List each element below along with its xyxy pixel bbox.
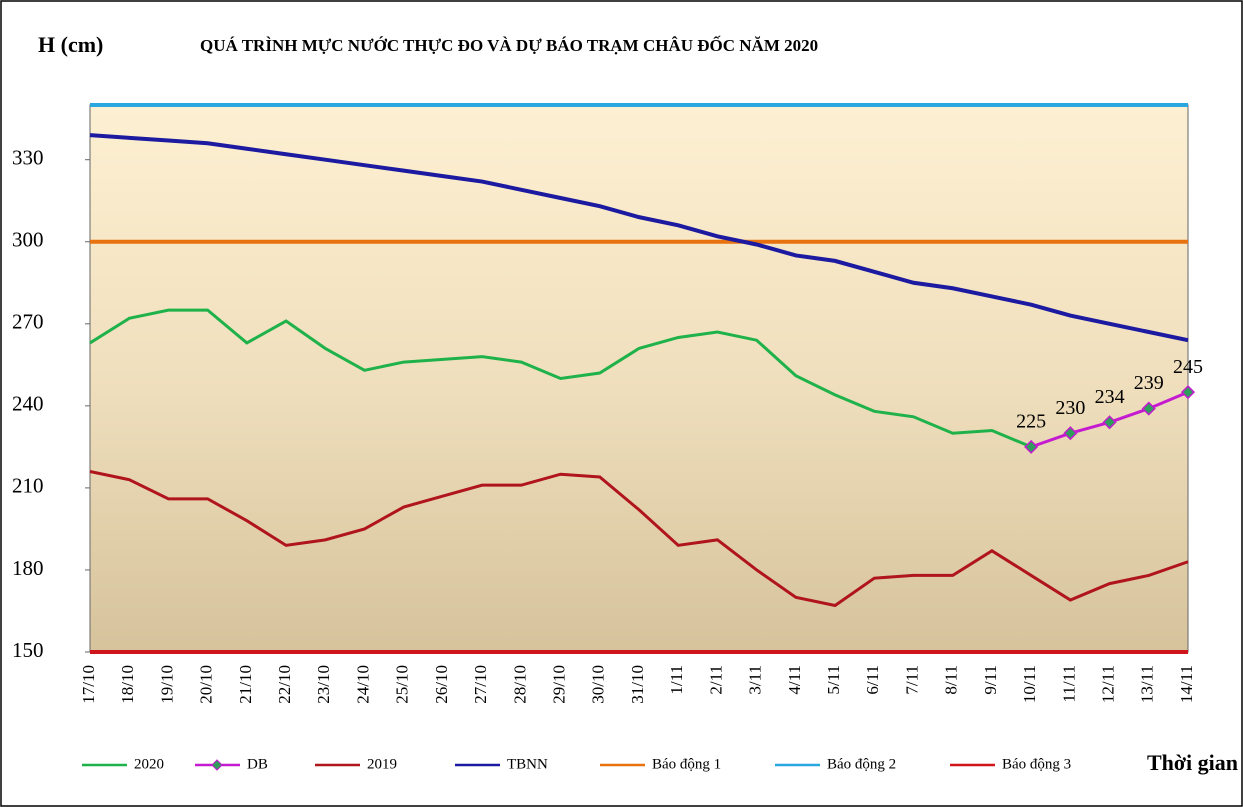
data-point	[1024, 439, 1039, 454]
y-tick-label: 300	[12, 228, 44, 252]
legend-label: DB	[247, 756, 268, 772]
data-label: 245	[1173, 356, 1203, 378]
x-tick-label: 14/11	[1177, 665, 1196, 703]
x-tick-label: 3/11	[746, 665, 765, 695]
data-point	[1141, 401, 1156, 416]
data-label: 225	[1016, 410, 1046, 432]
y-tick-label: 330	[12, 146, 44, 170]
legend-label: TBNN	[507, 756, 548, 772]
series-line	[89, 133, 1189, 343]
x-tick-label: 17/10	[79, 665, 98, 704]
x-tick-label: 22/10	[275, 665, 294, 704]
y-tick-label: 150	[12, 638, 44, 662]
legend-label: Báo động 2	[827, 756, 896, 772]
y-tick-label: 180	[12, 556, 44, 580]
x-tick-label: 21/10	[236, 665, 255, 704]
x-tick-label: 18/10	[118, 665, 137, 704]
x-tick-label: 11/11	[1059, 665, 1078, 702]
series-line	[89, 308, 1032, 449]
x-tick-label: 27/10	[471, 665, 490, 704]
x-tick-label: 10/11	[1020, 665, 1039, 703]
x-tick-label: 24/10	[353, 665, 372, 704]
x-tick-label: 19/10	[157, 665, 176, 704]
y-tick-label: 240	[12, 392, 44, 416]
x-tick-label: 9/11	[981, 665, 1000, 695]
legend-label: 2019	[367, 756, 397, 772]
data-point	[1102, 415, 1117, 430]
x-tick-label: 28/10	[510, 665, 529, 704]
x-tick-label: 6/11	[863, 665, 882, 695]
x-axis-label: Thời gian	[1147, 750, 1238, 775]
legend-label: Báo động 3	[1002, 756, 1071, 772]
x-tick-label: 23/10	[314, 665, 333, 704]
y-tick-label: 270	[12, 310, 44, 334]
x-tick-label: 7/11	[902, 665, 921, 695]
x-tick-label: 29/10	[549, 665, 568, 704]
data-label: 230	[1055, 397, 1085, 419]
x-tick-label: 2/11	[706, 665, 725, 695]
legend-label: 2020	[134, 756, 164, 772]
x-tick-label: 4/11	[785, 665, 804, 695]
x-tick-label: 25/10	[393, 665, 412, 704]
x-tick-label: 12/11	[1098, 665, 1117, 703]
legend-label: Báo động 1	[652, 756, 721, 772]
legend-marker	[211, 759, 223, 771]
x-tick-label: 13/11	[1138, 665, 1157, 703]
y-axis-label: H (cm)	[38, 32, 103, 57]
x-tick-label: 30/10	[589, 665, 608, 704]
x-tick-label: 31/10	[628, 665, 647, 704]
data-point	[1180, 385, 1196, 400]
y-tick-label: 210	[12, 474, 44, 498]
x-tick-label: 1/11	[667, 665, 686, 695]
x-tick-label: 20/10	[197, 665, 216, 704]
x-tick-label: 5/11	[824, 665, 843, 695]
x-tick-label: 8/11	[942, 665, 961, 695]
plot-area	[89, 104, 1189, 653]
series-line	[89, 470, 1189, 608]
data-label: 234	[1095, 386, 1125, 408]
data-label: 239	[1134, 372, 1164, 394]
data-point	[1063, 426, 1078, 441]
x-tick-label: 26/10	[432, 665, 451, 704]
chart-title: QUÁ TRÌNH MỰC NƯỚC THỰC ĐO VÀ DỰ BÁO TRẠ…	[200, 35, 818, 55]
